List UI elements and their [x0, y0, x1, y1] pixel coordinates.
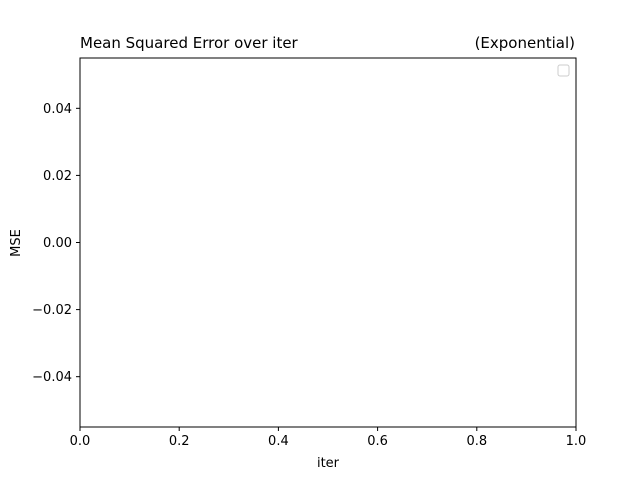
y-tick-label: 0.02: [43, 169, 72, 184]
x-axis: 0.0 0.2 0.4 0.6 0.8 1.0: [70, 427, 587, 449]
x-tick-label: 0.6: [367, 434, 388, 449]
x-tick-label: 0.0: [70, 434, 91, 449]
y-axis: −0.04 −0.02 0.00 0.02 0.04: [32, 102, 80, 385]
y-tick-label: −0.02: [32, 303, 72, 318]
y-tick-label: 0.00: [43, 236, 72, 251]
x-tick-label: 0.4: [268, 434, 289, 449]
chart-title-right: (Exponential): [474, 34, 575, 52]
x-tick-label: 0.2: [169, 434, 190, 449]
x-tick-label: 0.8: [466, 434, 487, 449]
x-tick-label: 1.0: [566, 434, 587, 449]
y-axis-label: MSE: [9, 229, 24, 257]
y-tick-label: 0.04: [43, 102, 72, 117]
axes-frame: [79, 57, 577, 428]
chart-title: Mean Squared Error over iter: [80, 34, 298, 52]
y-tick-label: −0.04: [32, 370, 72, 385]
x-axis-label: iter: [317, 456, 340, 471]
legend-box: [557, 64, 570, 77]
